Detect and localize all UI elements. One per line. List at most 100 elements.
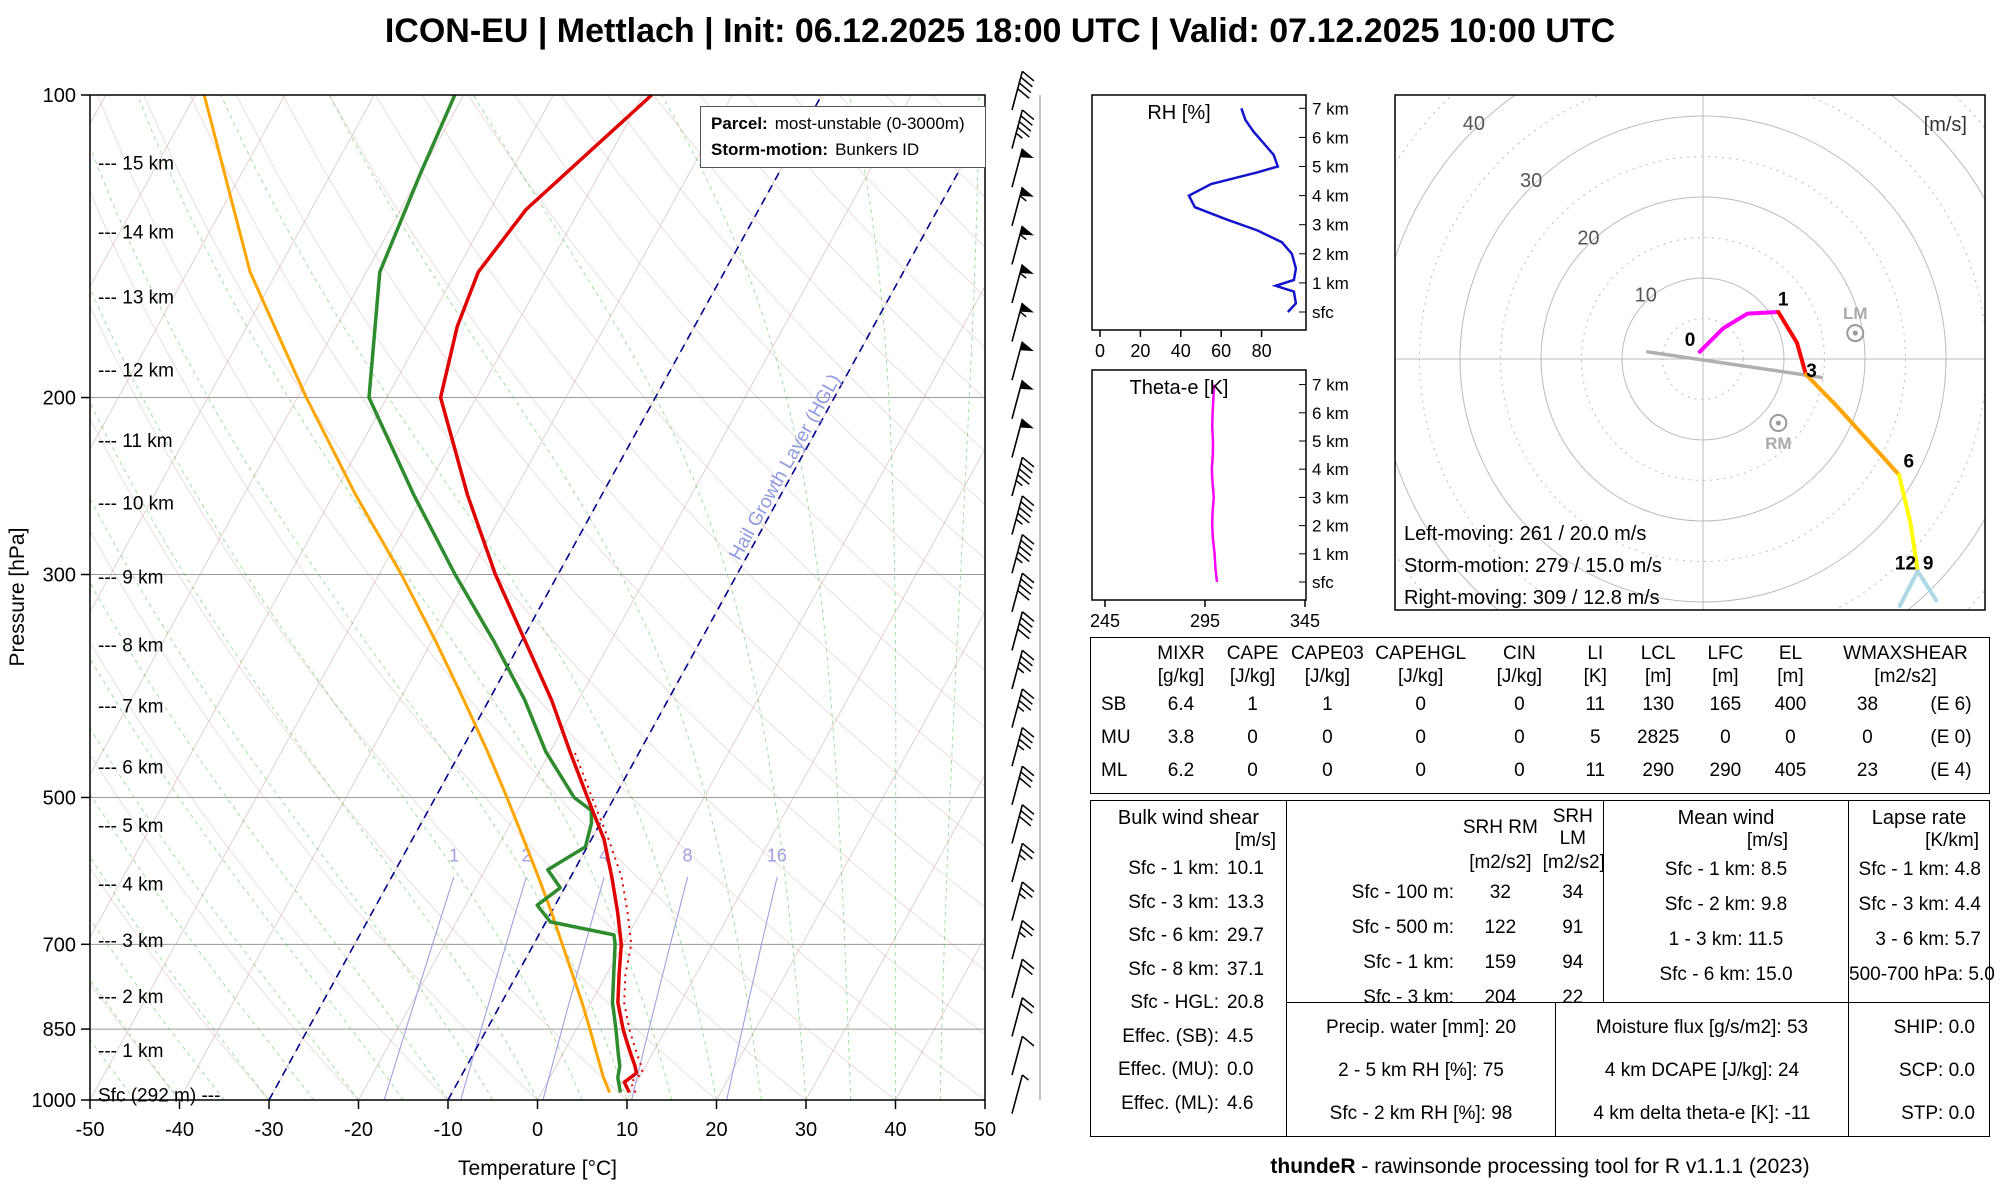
- barb-feather: [1020, 848, 1033, 860]
- dry-adiabat-line: [90, 529, 538, 1100]
- stat-box-unit: [m/s]: [1234, 830, 1276, 851]
- barb-feather: [1021, 881, 1035, 893]
- moist-adiabat-line: [90, 497, 494, 1100]
- barb-feather: [1017, 126, 1030, 138]
- barb-feather: [1020, 655, 1033, 667]
- isotherm-line: [90, 95, 465, 776]
- height-label: --- 8 km: [98, 636, 163, 657]
- stat-row: Sfc - 6 km: 29.7: [1128, 925, 1264, 946]
- x-axis-title: Temperature [°C]: [458, 1157, 617, 1180]
- indices-column-header: CAPEHGL [J/kg]: [1375, 643, 1467, 687]
- speed-ring: [1662, 318, 1744, 400]
- rh-x-tick-label: 80: [1252, 341, 1272, 361]
- barb-pennant: [1020, 418, 1034, 429]
- moist-adiabat-line: [90, 145, 628, 1100]
- barb-feather: [1021, 765, 1035, 777]
- dry-adiabat-line: [143, 95, 985, 1100]
- thetae-x-tick-label: 295: [1190, 611, 1220, 631]
- moist-adiabat-line: [136, 95, 673, 1100]
- barb-pennant: [1020, 380, 1034, 390]
- barb-feather: [1018, 777, 1032, 788]
- barb-feather: [1021, 495, 1035, 507]
- moisture-box-2: Moisture flux [g/s/m2]: 53 4 km DCAPE [J/…: [1555, 1002, 1849, 1137]
- stat-row: SCP: 0.0: [1898, 1060, 1975, 1081]
- legend-storm-row: Storm-motion: Bunkers ID: [711, 140, 975, 160]
- hodograph-trace-segment: [1697, 310, 1781, 354]
- mixing-ratio-label: 8: [683, 846, 693, 866]
- stat-box-unit: [m/s]: [1746, 830, 1788, 851]
- barb-half-feather: [1019, 311, 1027, 318]
- pressure-tick-label: 100: [43, 85, 76, 107]
- mixing-ratio-line: [460, 876, 527, 1100]
- barb-half-feather: [1015, 479, 1023, 487]
- isotherm-line: [90, 95, 644, 1100]
- temperature-tick-label: -50: [76, 1119, 105, 1141]
- barb-feather: [1020, 964, 1033, 976]
- barb-feather: [1018, 738, 1032, 750]
- pressure-tick-label: 850: [43, 1019, 76, 1041]
- thetae-height-label: 7 km: [1312, 376, 1349, 395]
- barb-feather: [1020, 501, 1033, 512]
- isotherm-line: [805, 773, 985, 1100]
- barb-feather: [1018, 82, 1032, 94]
- legend-parcel-row: Parcel: most-unstable (0-3000m): [711, 114, 975, 134]
- dry-adiabat-line: [90, 191, 807, 1100]
- indices-column-header: LFC [m]: [1707, 643, 1744, 687]
- barb-feather: [1018, 468, 1032, 480]
- dry-adiabat-line: [514, 95, 985, 615]
- rh-height-label: 5 km: [1312, 158, 1349, 177]
- stat-row: Sfc - HGL: 20.8: [1130, 992, 1264, 1013]
- barb-feather: [1020, 578, 1033, 590]
- barb-feather: [1021, 958, 1035, 970]
- pressure-tick-label: 500: [43, 787, 76, 809]
- rh-x-tick-label: 60: [1211, 341, 1231, 361]
- stat-row: Effec. (ML): 4.6: [1121, 1092, 1254, 1114]
- stat-row: Effec. (SB): 4.5: [1122, 1025, 1254, 1047]
- mixing-ratio-line: [383, 876, 455, 1100]
- temperature-tick-label: -20: [344, 1119, 373, 1141]
- dry-adiabat-line: [90, 417, 628, 1100]
- mixing-ratio-label: 2: [521, 846, 531, 866]
- rh-height-label: 3 km: [1312, 216, 1349, 235]
- indices-column-header: WMAXSHEAR [m2/s2]: [1843, 643, 1968, 687]
- mixing-ratio-label: 4: [599, 846, 609, 866]
- speed-ring: [1419, 95, 1985, 610]
- hodograph-trace-segment: [1897, 472, 1920, 574]
- barb-feather: [1020, 732, 1033, 744]
- moist-adiabat-line: [90, 793, 315, 1100]
- thetae-panel-title: Theta-e [K]: [1130, 377, 1229, 399]
- pressure-tick-label: 200: [43, 388, 76, 410]
- wind-barb: [1011, 225, 1024, 265]
- barb-feather: [1020, 462, 1033, 474]
- height-label: --- 3 km: [98, 931, 163, 952]
- hodograph-unit-label: [m/s]: [1924, 114, 1967, 136]
- wind-barb: [1011, 765, 1024, 806]
- isotherm-line: [626, 448, 985, 1100]
- srh-box: SRH RM SRH LM [m2/s2] [m2/s2] Sfc - 100 m: 32…: [1286, 800, 1605, 1008]
- indices-column-header: LI [K]: [1583, 643, 1607, 687]
- indices-column-header: CAPE [J/kg]: [1226, 643, 1279, 687]
- barb-feather: [1018, 815, 1032, 827]
- srh-row: Sfc - 100 m: 32 34: [1351, 881, 1584, 903]
- barb-pennant: [1020, 225, 1034, 236]
- wind-barb: [1011, 804, 1024, 844]
- srh-row: Sfc - 1 km: 159 94: [1363, 951, 1584, 973]
- barb-pennant: [1020, 302, 1034, 313]
- thetae-height-label: sfc: [1312, 573, 1334, 592]
- dry-adiabat-line: [421, 95, 985, 729]
- srh-row: SRH RM SRH LM: [1462, 806, 1593, 849]
- rm-marker-dot: [1775, 420, 1781, 426]
- dry-adiabat-line: [560, 95, 985, 560]
- thetae-height-label: 2 km: [1312, 517, 1349, 536]
- hodograph-trace-segment: [1915, 569, 1939, 603]
- hodograph-height-label: 3: [1806, 361, 1817, 382]
- dry-adiabat-line: [282, 95, 985, 908]
- lm-marker: [1846, 324, 1865, 343]
- mixing-ratio-label: 16: [767, 846, 787, 866]
- barb-pennant: [1020, 264, 1034, 274]
- stat-box-title: Mean wind: [1677, 807, 1775, 829]
- page-title: ICON-EU | Mettlach | Init: 06.12.2025 18…: [384, 12, 1616, 50]
- legend-storm-value: Bunkers ID: [835, 140, 920, 159]
- speed-ring-label: 40: [1463, 113, 1485, 135]
- lm-marker-label: LM: [1843, 304, 1868, 323]
